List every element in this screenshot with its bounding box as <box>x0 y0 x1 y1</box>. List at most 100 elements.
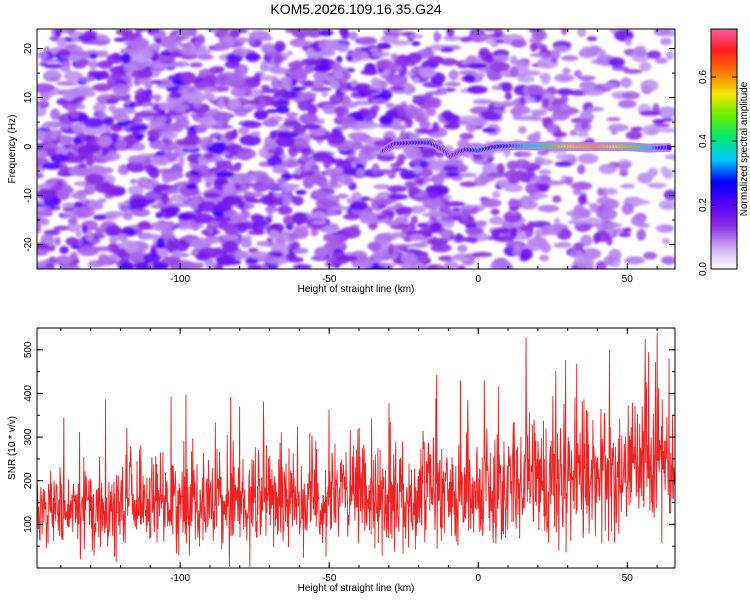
noise-blob <box>66 104 76 113</box>
noise-blob <box>62 59 71 69</box>
noise-blob <box>654 57 668 64</box>
noise-blob <box>410 215 418 224</box>
noise-blob <box>215 119 224 128</box>
noise-blob <box>576 131 590 138</box>
noise-blob <box>656 225 664 231</box>
noise-blob <box>514 159 531 170</box>
noise-blob <box>358 36 378 46</box>
noise-blob <box>247 99 261 105</box>
noise-blob <box>440 58 458 66</box>
noise-blob <box>620 183 635 189</box>
figure-title: KOM5.2026.109.16.35.G24 <box>270 1 441 17</box>
noise-blob <box>252 222 265 234</box>
noise-blob <box>199 92 215 100</box>
noise-blob <box>401 249 422 253</box>
noise-blob <box>37 149 48 159</box>
noise-blob <box>580 248 602 260</box>
noise-blob <box>610 129 618 135</box>
spectrogram-xtick-label: 0 <box>475 274 481 285</box>
noise-blob <box>387 193 409 200</box>
noise-blob <box>428 189 439 199</box>
noise-blob <box>493 54 509 63</box>
noise-blob <box>371 51 391 57</box>
noise-blob <box>356 121 378 130</box>
noise-blob <box>221 240 239 253</box>
noise-blob <box>78 89 96 98</box>
noise-blob <box>278 89 286 96</box>
noise-blob <box>302 123 322 130</box>
noise-blob <box>156 84 171 89</box>
noise-blob <box>267 183 282 189</box>
noise-blob <box>104 210 124 218</box>
noise-blob <box>269 130 277 140</box>
noise-blob <box>573 256 595 268</box>
noise-blob <box>385 102 395 109</box>
noise-blob <box>324 168 337 176</box>
noise-blob <box>535 237 547 244</box>
noise-blob <box>527 85 543 96</box>
noise-blob <box>556 88 574 96</box>
noise-blob <box>483 29 503 32</box>
noise-blob <box>336 55 343 63</box>
noise-blob <box>262 118 280 127</box>
noise-blob <box>554 73 575 83</box>
noise-blob <box>622 91 640 100</box>
noise-blob <box>275 106 290 114</box>
noise-blob <box>264 206 278 213</box>
noise-blob <box>350 200 368 211</box>
noise-blob <box>65 237 79 246</box>
noise-blob <box>267 148 275 154</box>
noise-blob <box>130 178 137 184</box>
noise-blob <box>472 251 493 258</box>
noise-blob <box>292 214 309 225</box>
noise-blob <box>104 225 123 237</box>
noise-blob <box>37 173 44 179</box>
noise-blob <box>433 31 440 43</box>
noise-blob <box>539 254 550 262</box>
noise-blob <box>37 51 48 59</box>
noise-blob <box>260 194 278 205</box>
snr-series <box>37 332 675 568</box>
noise-blob <box>43 63 64 69</box>
noise-blob <box>390 40 411 46</box>
noise-blob <box>480 110 498 118</box>
noise-blob <box>126 161 147 173</box>
noise-blob <box>144 82 153 89</box>
noise-blob <box>233 29 249 34</box>
noise-blob <box>376 214 386 220</box>
noise-blob <box>317 50 336 57</box>
noise-blob <box>132 208 151 217</box>
noise-blob <box>490 260 513 269</box>
noise-blob <box>121 52 131 64</box>
noise-blob <box>214 178 229 186</box>
noise-blob <box>322 104 339 115</box>
noise-blob <box>63 71 83 82</box>
noise-blob <box>296 92 318 97</box>
noise-blob <box>224 60 240 69</box>
noise-blob <box>145 164 156 175</box>
noise-blob <box>37 130 46 140</box>
noise-blob <box>59 163 68 173</box>
noise-blob <box>351 191 362 203</box>
noise-blob <box>527 133 541 144</box>
noise-blob <box>410 205 426 214</box>
noise-blob <box>92 83 112 92</box>
noise-blob <box>511 59 526 65</box>
noise-blob <box>346 55 353 62</box>
noise-blob <box>582 89 605 96</box>
colorbar-tick-label: 0.4 <box>698 134 709 148</box>
noise-blob <box>290 86 307 91</box>
noise-blob <box>355 83 371 90</box>
noise-blob <box>605 187 618 196</box>
noise-blob <box>325 76 335 83</box>
noise-blob <box>152 32 166 39</box>
noise-blob <box>517 126 527 134</box>
noise-blob <box>275 135 295 148</box>
noise-blob <box>334 106 350 116</box>
noise-blob <box>323 235 341 242</box>
snr-frame <box>36 327 676 569</box>
noise-blob <box>460 36 472 43</box>
noise-blob <box>375 59 391 69</box>
noise-blob <box>443 35 462 42</box>
noise-blob <box>586 36 598 42</box>
